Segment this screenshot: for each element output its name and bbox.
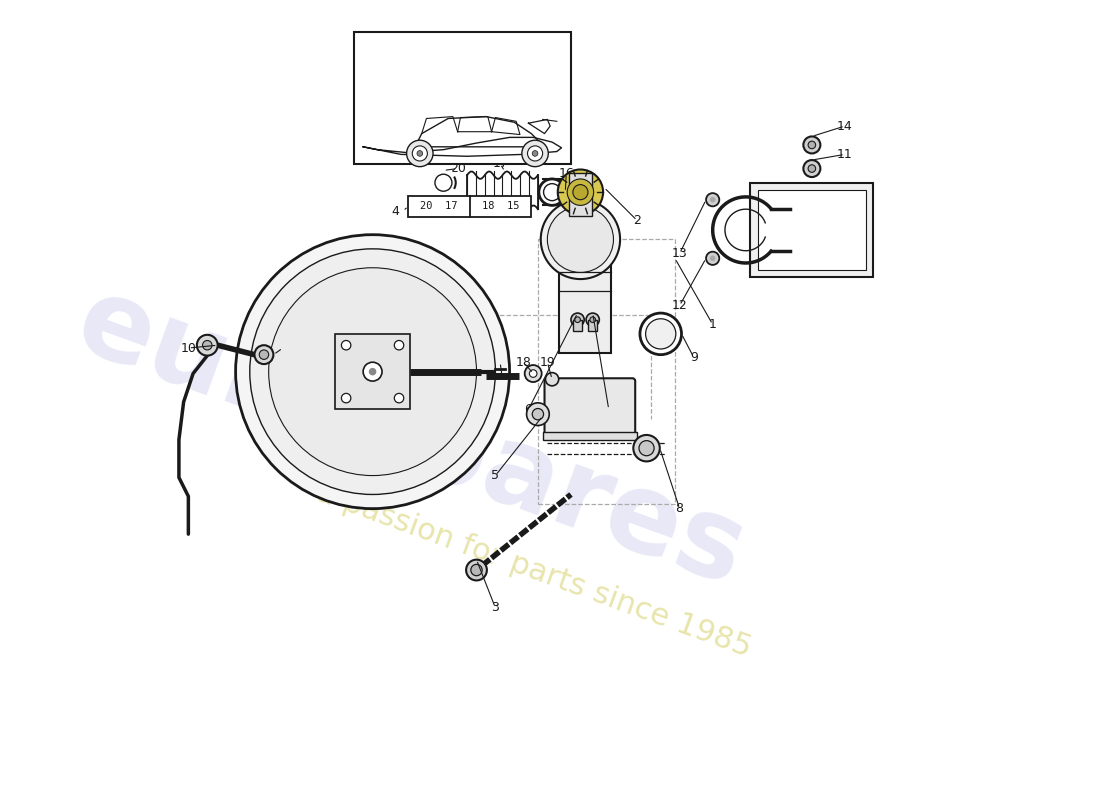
FancyBboxPatch shape (544, 378, 635, 436)
Circle shape (521, 140, 548, 166)
Circle shape (586, 313, 600, 326)
Circle shape (260, 350, 268, 359)
Circle shape (197, 335, 218, 355)
Text: 17: 17 (492, 158, 508, 170)
Circle shape (803, 160, 821, 177)
Bar (588, 320, 597, 331)
Circle shape (546, 373, 559, 386)
Bar (354, 31, 571, 164)
Circle shape (431, 170, 455, 195)
Circle shape (532, 150, 538, 156)
Circle shape (394, 394, 404, 403)
Circle shape (710, 197, 715, 202)
Circle shape (803, 137, 821, 154)
Circle shape (558, 170, 603, 215)
Circle shape (574, 317, 581, 322)
Text: 8: 8 (675, 502, 683, 515)
Circle shape (808, 165, 815, 172)
Circle shape (341, 394, 351, 403)
Text: 19: 19 (539, 356, 556, 369)
Text: 6: 6 (605, 403, 613, 416)
Text: 11: 11 (837, 148, 852, 161)
Circle shape (528, 146, 542, 161)
Circle shape (541, 200, 620, 279)
Text: 18  15: 18 15 (482, 202, 519, 211)
Circle shape (525, 365, 541, 382)
Bar (538, 239, 675, 504)
Circle shape (568, 179, 594, 206)
Circle shape (368, 368, 376, 375)
Text: 15: 15 (492, 356, 508, 369)
Bar (408, 196, 531, 217)
Circle shape (640, 313, 682, 354)
Text: 3: 3 (492, 602, 499, 614)
Circle shape (573, 185, 588, 200)
Text: 16: 16 (559, 166, 574, 180)
Bar (758, 190, 866, 270)
Bar (750, 182, 873, 277)
Circle shape (571, 313, 584, 326)
Circle shape (527, 403, 549, 426)
Circle shape (341, 341, 351, 350)
Text: 4: 4 (392, 205, 399, 218)
Circle shape (202, 341, 212, 350)
Circle shape (710, 255, 715, 261)
Circle shape (254, 346, 274, 364)
Text: 6: 6 (525, 403, 532, 416)
Text: 20: 20 (450, 162, 465, 175)
Circle shape (706, 252, 719, 265)
Circle shape (532, 409, 543, 420)
Text: 5: 5 (492, 469, 499, 482)
Text: a passion for parts since 1985: a passion for parts since 1985 (311, 478, 755, 662)
Bar (569, 174, 592, 216)
Circle shape (808, 141, 815, 149)
Text: 7: 7 (278, 342, 287, 354)
Circle shape (471, 564, 482, 576)
Circle shape (634, 435, 660, 462)
Circle shape (268, 268, 476, 475)
Circle shape (394, 341, 404, 350)
Circle shape (417, 150, 422, 156)
Text: 1: 1 (708, 318, 716, 331)
Text: 2: 2 (634, 214, 641, 227)
Circle shape (529, 370, 537, 378)
Circle shape (706, 193, 719, 206)
Circle shape (590, 317, 595, 322)
Bar (559, 263, 612, 353)
Text: eurospares: eurospares (62, 267, 759, 608)
Bar (542, 432, 637, 440)
Bar (573, 320, 582, 331)
Text: 14: 14 (837, 119, 852, 133)
Circle shape (235, 234, 509, 509)
Circle shape (639, 441, 654, 456)
Circle shape (407, 140, 433, 166)
Bar (334, 334, 410, 410)
Circle shape (539, 179, 565, 206)
Text: 9: 9 (690, 351, 697, 364)
Circle shape (646, 318, 675, 349)
Text: 12: 12 (672, 299, 688, 312)
Circle shape (466, 560, 487, 581)
Text: 10: 10 (180, 342, 196, 354)
Circle shape (250, 249, 495, 494)
Circle shape (412, 146, 428, 161)
Text: 13: 13 (672, 247, 688, 260)
Text: 20  17: 20 17 (420, 202, 458, 211)
Circle shape (548, 206, 614, 273)
Text: 18: 18 (516, 356, 531, 369)
Circle shape (363, 362, 382, 381)
